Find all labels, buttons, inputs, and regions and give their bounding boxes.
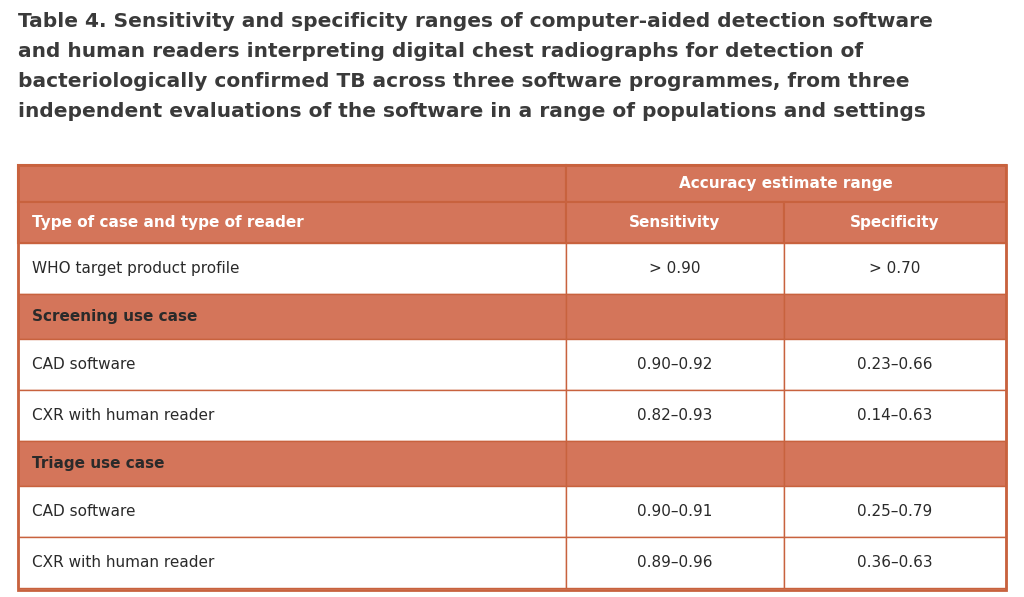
Bar <box>566 537 783 588</box>
Bar <box>783 441 1006 486</box>
Bar <box>783 294 1006 339</box>
Bar <box>566 243 783 294</box>
Bar <box>18 165 1006 590</box>
Bar <box>783 202 1006 243</box>
Text: 0.36–0.63: 0.36–0.63 <box>857 555 933 570</box>
Text: Type of case and type of reader: Type of case and type of reader <box>32 215 304 230</box>
Text: CAD software: CAD software <box>32 357 135 372</box>
Bar <box>566 202 783 243</box>
Bar <box>783 486 1006 537</box>
Text: Sensitivity: Sensitivity <box>630 215 721 230</box>
Text: Table 4. Sensitivity and specificity ranges of computer-aided detection software: Table 4. Sensitivity and specificity ran… <box>18 12 933 31</box>
Text: CXR with human reader: CXR with human reader <box>32 555 214 570</box>
Bar <box>566 294 783 339</box>
Text: Specificity: Specificity <box>850 215 940 230</box>
Bar <box>783 243 1006 294</box>
Bar <box>18 202 566 243</box>
Bar <box>783 537 1006 588</box>
Text: Accuracy estimate range: Accuracy estimate range <box>679 176 893 191</box>
Text: CXR with human reader: CXR with human reader <box>32 408 214 423</box>
Text: independent evaluations of the software in a range of populations and settings: independent evaluations of the software … <box>18 102 926 121</box>
Text: Screening use case: Screening use case <box>32 309 198 324</box>
Text: bacteriologically confirmed TB across three software programmes, from three: bacteriologically confirmed TB across th… <box>18 72 909 91</box>
Bar <box>18 537 566 588</box>
Text: CAD software: CAD software <box>32 504 135 519</box>
Text: 0.23–0.66: 0.23–0.66 <box>857 357 933 372</box>
Text: 0.89–0.96: 0.89–0.96 <box>637 555 713 570</box>
Bar <box>18 243 566 294</box>
Bar <box>566 390 783 441</box>
Text: > 0.90: > 0.90 <box>649 261 700 276</box>
Bar <box>18 165 566 202</box>
Text: 0.90–0.92: 0.90–0.92 <box>637 357 713 372</box>
Text: > 0.70: > 0.70 <box>869 261 921 276</box>
Bar <box>783 390 1006 441</box>
Bar <box>783 339 1006 390</box>
Bar <box>566 486 783 537</box>
Text: WHO target product profile: WHO target product profile <box>32 261 240 276</box>
Bar <box>566 441 783 486</box>
Bar <box>18 294 566 339</box>
Bar <box>18 339 566 390</box>
Bar <box>566 339 783 390</box>
Text: 0.90–0.91: 0.90–0.91 <box>637 504 713 519</box>
Bar <box>566 165 1006 202</box>
Bar <box>18 486 566 537</box>
Bar <box>18 441 566 486</box>
Text: 0.82–0.93: 0.82–0.93 <box>637 408 713 423</box>
Bar <box>18 390 566 441</box>
Text: and human readers interpreting digital chest radiographs for detection of: and human readers interpreting digital c… <box>18 42 863 61</box>
Text: 0.25–0.79: 0.25–0.79 <box>857 504 933 519</box>
Text: 0.14–0.63: 0.14–0.63 <box>857 408 933 423</box>
Text: Triage use case: Triage use case <box>32 456 165 471</box>
